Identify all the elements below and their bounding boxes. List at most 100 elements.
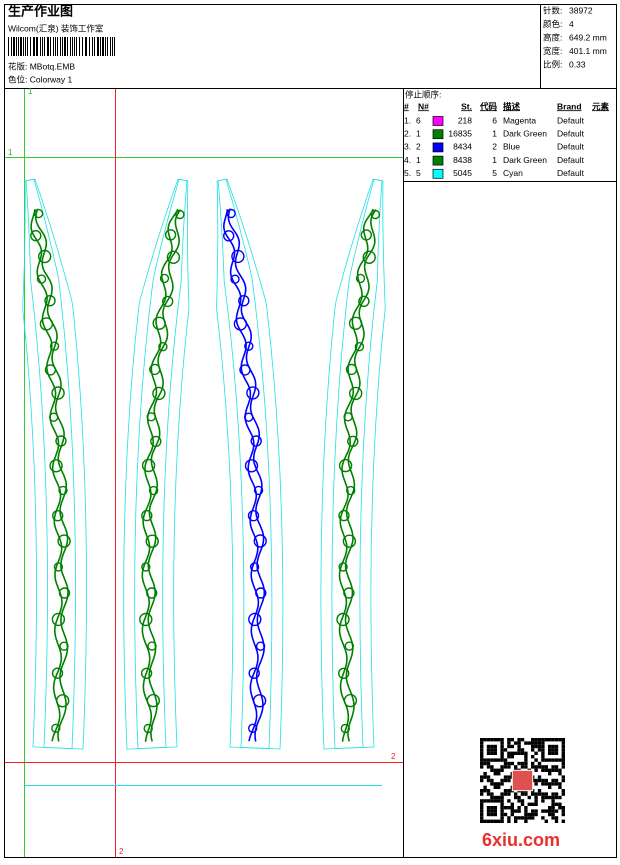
summary-value: 0.33 <box>569 59 586 69</box>
qr-module <box>551 809 555 813</box>
qr-module <box>531 755 535 759</box>
embroidery-line <box>141 208 179 742</box>
embroidery-loop <box>146 412 156 422</box>
embroidery-loop <box>244 459 259 473</box>
qr-module <box>480 812 484 817</box>
qr-module <box>480 751 484 755</box>
qr-module <box>534 792 538 796</box>
qr-module <box>537 741 542 745</box>
embroidery-loop <box>139 612 153 627</box>
embroidery-loop <box>252 694 267 708</box>
qr-module <box>493 812 497 817</box>
qr-module <box>480 744 484 749</box>
qr-module <box>483 758 487 762</box>
qr-module <box>503 758 508 762</box>
qr-module <box>524 792 528 796</box>
embroidery-loop <box>346 485 356 496</box>
qr-module <box>500 755 504 759</box>
embroidery-loop <box>141 562 151 572</box>
embroidery-line <box>227 208 266 742</box>
summary-label: 比例: <box>543 59 562 69</box>
embroidery-loop <box>370 209 381 220</box>
column-header: Brand <box>557 101 582 111</box>
qr-module <box>527 812 531 817</box>
embroidery-loop <box>348 316 363 330</box>
qr-module <box>524 751 528 755</box>
qr-module <box>561 755 565 759</box>
embroidery-loop <box>51 723 61 733</box>
qr-module <box>507 761 511 766</box>
barcode-bar <box>112 37 113 56</box>
qr-module <box>554 778 559 783</box>
qr-module <box>483 799 487 803</box>
embroidery-loop <box>231 249 245 264</box>
qr-module <box>520 816 525 820</box>
code: 5 <box>492 168 497 178</box>
embroidery-loop <box>38 249 52 264</box>
embroidery-loop <box>255 587 267 599</box>
qr-module <box>480 819 484 823</box>
pattern-outline <box>320 178 386 750</box>
qr-module <box>517 816 521 820</box>
qr-module <box>483 789 487 793</box>
qr-module <box>497 782 501 786</box>
qr-module <box>541 765 545 769</box>
column-header: 元素 <box>592 101 610 111</box>
brand: Default <box>557 128 585 138</box>
qr-module <box>517 744 521 749</box>
qr-module <box>490 778 494 783</box>
qr-module <box>486 765 491 769</box>
qr-module <box>480 802 484 806</box>
description: Magenta <box>503 115 536 125</box>
qr-module <box>537 792 542 796</box>
qr-module <box>490 806 494 810</box>
qr-module <box>493 751 497 755</box>
qr-module <box>534 778 538 783</box>
qr-module <box>534 758 538 762</box>
embroidery-loop <box>51 386 65 400</box>
qr-module <box>510 751 514 755</box>
embroidery-loop <box>52 510 64 522</box>
embroidery-loop <box>226 208 236 219</box>
qr-module <box>486 748 491 752</box>
qr-module <box>503 812 508 817</box>
needle: 1 <box>416 128 421 138</box>
embroidery-loop <box>342 534 357 548</box>
embroidery-loop <box>58 587 71 599</box>
qr-module <box>493 785 497 789</box>
qr-module <box>500 738 504 742</box>
qr-module <box>554 792 559 796</box>
qr-module <box>500 795 504 800</box>
qr-module <box>551 782 555 786</box>
qr-module <box>548 795 552 800</box>
qr-module <box>561 806 565 810</box>
qr-module <box>486 744 491 749</box>
qr-module <box>507 792 511 796</box>
qr-module <box>554 802 559 806</box>
qr-module <box>480 775 484 779</box>
qr-module <box>551 768 555 772</box>
barcode-bar <box>8 37 9 56</box>
qr-module <box>500 765 504 769</box>
embroidery-loop <box>338 667 350 679</box>
qr-module <box>497 795 501 800</box>
embroidery-loop <box>39 317 54 331</box>
qr-module <box>507 799 511 803</box>
qr-module <box>510 806 514 810</box>
color-swatch <box>432 142 444 153</box>
qr-module <box>531 761 535 766</box>
qr-module <box>548 782 552 786</box>
code: 2 <box>492 142 497 152</box>
qr-module <box>554 819 559 823</box>
qr-module <box>558 758 562 762</box>
embroidery-loop <box>175 209 185 220</box>
embroidery-loop <box>338 562 348 572</box>
qr-module <box>493 819 497 823</box>
qr-module <box>497 799 501 803</box>
embroidery-loop <box>347 435 359 447</box>
embroidery-loop <box>146 693 161 708</box>
barcode-bar <box>50 37 51 56</box>
stop-sequence-table: # N# St. 代码 描述 Brand 元素 1. 6 218 6 Magenta Default 2.… <box>404 101 610 179</box>
qr-module <box>537 778 542 783</box>
qr-module <box>486 806 491 810</box>
